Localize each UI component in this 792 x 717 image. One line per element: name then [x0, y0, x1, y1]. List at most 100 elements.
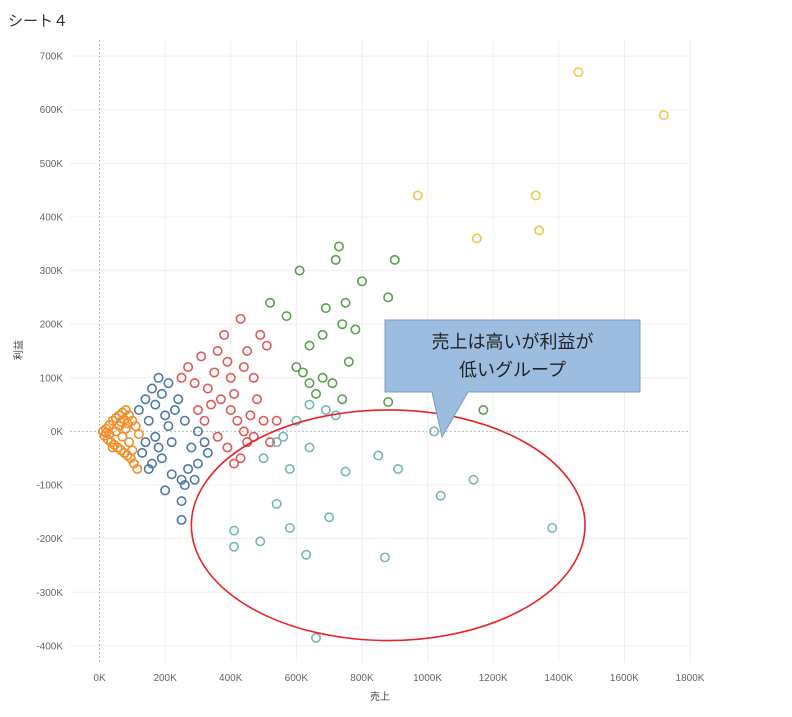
data-point: [304, 340, 315, 351]
data-point: [311, 632, 322, 643]
y-tick-label: -400K: [36, 641, 63, 652]
data-point: [658, 110, 669, 121]
data-point: [530, 190, 541, 201]
data-point: [281, 311, 292, 322]
data-point: [229, 388, 240, 399]
data-point: [150, 399, 161, 410]
data-point: [383, 292, 394, 303]
x-tick-label: 1400K: [544, 673, 573, 684]
data-point: [179, 415, 190, 426]
data-point: [225, 372, 236, 383]
y-tick-label: 500K: [40, 159, 64, 170]
data-point: [163, 421, 174, 432]
data-point: [127, 445, 138, 456]
data-point: [140, 437, 151, 448]
data-point: [189, 474, 200, 485]
data-point: [324, 512, 335, 523]
y-tick-label: 400K: [40, 212, 64, 223]
data-point: [350, 324, 361, 335]
data-point: [297, 367, 308, 378]
y-tick-label: 700K: [40, 52, 64, 63]
data-point: [258, 453, 269, 464]
data-point: [320, 303, 331, 314]
data-point: [229, 541, 240, 552]
y-tick-label: 200K: [40, 320, 64, 331]
x-tick-label: 1000K: [413, 673, 442, 684]
data-point: [120, 423, 131, 434]
data-point: [340, 466, 351, 477]
data-point: [429, 426, 440, 437]
data-point: [337, 319, 348, 330]
sheet-title: シート４: [8, 12, 69, 30]
data-point: [317, 372, 328, 383]
data-point: [196, 351, 207, 362]
data-point: [132, 463, 143, 474]
data-point: [160, 485, 171, 496]
data-point: [389, 254, 400, 265]
data-point: [212, 345, 223, 356]
data-point: [199, 437, 210, 448]
x-tick-label: 0K: [93, 673, 106, 684]
data-point: [304, 399, 315, 410]
data-point: [206, 399, 217, 410]
data-point: [291, 362, 302, 373]
data-point: [156, 453, 167, 464]
data-point: [412, 190, 423, 201]
data-point: [166, 437, 177, 448]
data-point: [265, 297, 276, 308]
data-point: [153, 442, 164, 453]
data-point: [101, 428, 112, 439]
x-axis-ticks: 0K 200K 400K 600K 800K 1000K 1200K 1400K 1600K 18…: [93, 673, 704, 684]
data-point: [255, 536, 266, 547]
data-point: [202, 383, 213, 394]
data-point: [235, 453, 246, 464]
data-point: [169, 404, 180, 415]
data-point: [258, 415, 269, 426]
grid-lines: [70, 40, 691, 662]
data-point: [225, 404, 236, 415]
data-point: [192, 426, 203, 437]
data-point: [330, 254, 341, 265]
data-point: [110, 426, 121, 437]
data-point: [192, 458, 203, 469]
data-point: [294, 265, 305, 276]
data-point: [160, 410, 171, 421]
data-point: [393, 463, 404, 474]
data-point: [183, 463, 194, 474]
data-point: [373, 450, 384, 461]
y-tick-label: -300K: [36, 588, 63, 599]
data-point: [192, 404, 203, 415]
data-point: [471, 233, 482, 244]
data-point: [229, 458, 240, 469]
data-point: [301, 549, 312, 560]
data-point: [107, 442, 118, 453]
y-tick-label: 600K: [40, 105, 64, 116]
data-point: [284, 463, 295, 474]
data-point: [271, 437, 282, 448]
callout-box: [384, 319, 641, 439]
data-point: [232, 415, 243, 426]
data-point: [284, 522, 295, 533]
callout-text: 売上は高いが利益が: [432, 332, 594, 353]
data-point: [468, 474, 479, 485]
data-point: [202, 447, 213, 458]
data-point: [186, 442, 197, 453]
data-point: [238, 426, 249, 437]
data-point: [304, 442, 315, 453]
data-point: [238, 362, 249, 373]
data-point: [547, 522, 558, 533]
y-tick-label: 0K: [51, 427, 64, 438]
data-point: [278, 431, 289, 442]
x-tick-label: 1600K: [610, 673, 639, 684]
data-point: [251, 394, 262, 405]
data-point: [153, 372, 164, 383]
y-tick-label: -100K: [36, 481, 63, 492]
data-point: [163, 378, 174, 389]
data-point: [242, 345, 253, 356]
data-point: [311, 388, 322, 399]
x-tick-label: 1800K: [676, 673, 705, 684]
x-tick-label: 600K: [285, 673, 309, 684]
data-point: [265, 437, 276, 448]
data-point: [379, 552, 390, 563]
data-point: [261, 340, 272, 351]
